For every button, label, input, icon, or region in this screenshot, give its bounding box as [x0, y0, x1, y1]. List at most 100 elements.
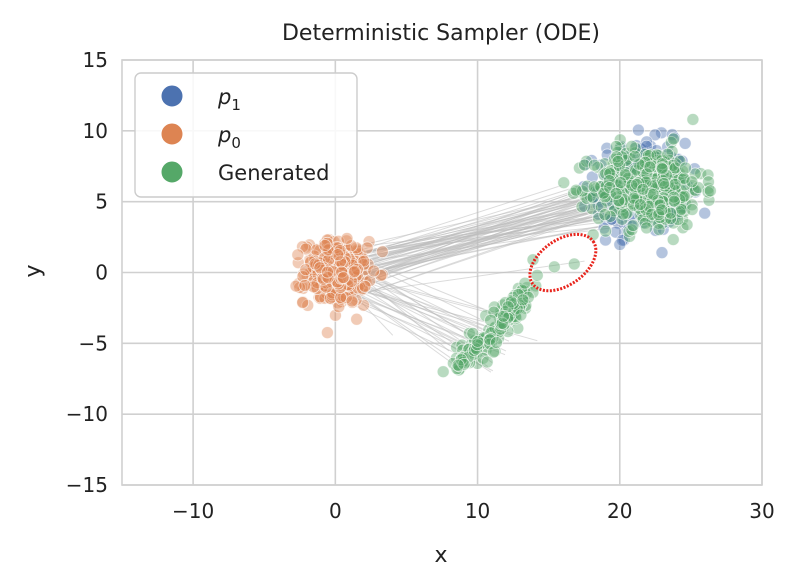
data-points — [289, 113, 717, 379]
trajectory-line — [344, 261, 450, 352]
generated-point — [636, 183, 650, 196]
y-tick-label: 10 — [83, 119, 108, 143]
generated-point — [580, 179, 594, 193]
p0-point — [334, 255, 347, 268]
p0-point — [296, 240, 309, 254]
p1-point — [648, 128, 662, 142]
y-tick-label: −5 — [79, 331, 108, 355]
p0-point — [321, 265, 334, 279]
trajectory-line — [327, 188, 589, 294]
p0-point — [320, 326, 334, 340]
generated-point — [701, 181, 715, 195]
p0-point — [320, 236, 334, 250]
generated-point — [483, 333, 497, 347]
generated-point — [612, 194, 626, 208]
generated-point — [587, 158, 601, 172]
generated-point — [616, 207, 630, 221]
generated-point — [625, 223, 639, 237]
generated-point — [701, 168, 715, 182]
p0-point — [375, 245, 389, 259]
generated-point — [655, 157, 669, 170]
legend-box — [134, 72, 358, 198]
p0-point — [299, 263, 313, 277]
generated-point — [515, 283, 529, 297]
p0-point — [334, 291, 347, 304]
generated-point — [701, 185, 715, 199]
legend-label: p1 — [217, 85, 241, 114]
generated-point — [679, 161, 692, 175]
generated-point — [625, 139, 639, 153]
generated-point — [638, 216, 652, 230]
y-tick-label: −10 — [66, 402, 108, 426]
generated-point — [632, 157, 646, 171]
p0-point — [340, 232, 354, 245]
generated-point — [487, 300, 501, 314]
generated-point — [678, 189, 691, 203]
legend-label: p0 — [217, 123, 241, 152]
generated-point — [653, 198, 667, 212]
legend-marker — [160, 160, 184, 184]
p1-point — [613, 238, 627, 251]
p1-point — [640, 135, 654, 149]
p0-point — [360, 241, 374, 255]
generated-point — [668, 177, 682, 191]
p0-point — [367, 264, 381, 278]
p1-point — [631, 123, 645, 137]
chart-title: Deterministic Sampler (ODE) — [282, 21, 600, 46]
p0-point — [291, 248, 305, 262]
p1-point — [655, 246, 669, 260]
x-tick-label: 20 — [607, 499, 632, 523]
trajectory-line — [339, 255, 474, 338]
generated-point — [599, 224, 613, 238]
legend-marker — [160, 122, 184, 146]
generated-point — [610, 150, 624, 164]
p0-point — [357, 258, 371, 271]
generated-point — [655, 161, 669, 175]
generated-point — [586, 191, 600, 204]
generated-point — [666, 233, 680, 246]
trajectory-line — [332, 188, 640, 275]
p0-point — [298, 279, 312, 292]
p0-point — [348, 264, 361, 278]
trajectory-line — [347, 199, 635, 300]
legend-marker — [160, 84, 184, 108]
generated-point — [639, 175, 653, 189]
p0-point — [337, 271, 350, 284]
generated-point — [587, 180, 601, 194]
annotation-ellipse — [528, 232, 598, 293]
generated-point — [516, 293, 530, 307]
generated-point — [479, 309, 493, 323]
trajectory-line — [318, 185, 562, 265]
p0-point — [345, 294, 359, 308]
generated-point — [659, 168, 673, 182]
generated-point — [466, 327, 480, 340]
generated-point — [655, 203, 669, 217]
trajectory-line — [332, 277, 487, 338]
generated-point — [471, 335, 485, 348]
p0-point — [331, 248, 345, 262]
generated-point — [626, 219, 640, 232]
generated-point — [436, 365, 450, 379]
trajectory-line — [334, 198, 598, 271]
generated-point — [514, 308, 528, 322]
plot-border — [121, 59, 763, 486]
generated-point — [456, 351, 470, 365]
generated-point — [667, 132, 680, 146]
p0-point — [374, 269, 388, 282]
generated-point — [633, 198, 647, 211]
generated-point — [480, 355, 494, 369]
generated-point — [627, 198, 641, 212]
generated-point — [677, 171, 691, 185]
p1-point — [698, 206, 712, 220]
p0-point — [319, 280, 333, 294]
trajectory-line — [356, 204, 622, 271]
generated-point — [685, 203, 699, 216]
generated-point — [678, 178, 692, 192]
generated-point — [451, 358, 465, 372]
generated-point — [628, 150, 642, 163]
generated-point — [614, 176, 628, 189]
p0-point — [344, 239, 358, 253]
generated-point — [646, 187, 660, 201]
generated-point — [490, 336, 503, 349]
